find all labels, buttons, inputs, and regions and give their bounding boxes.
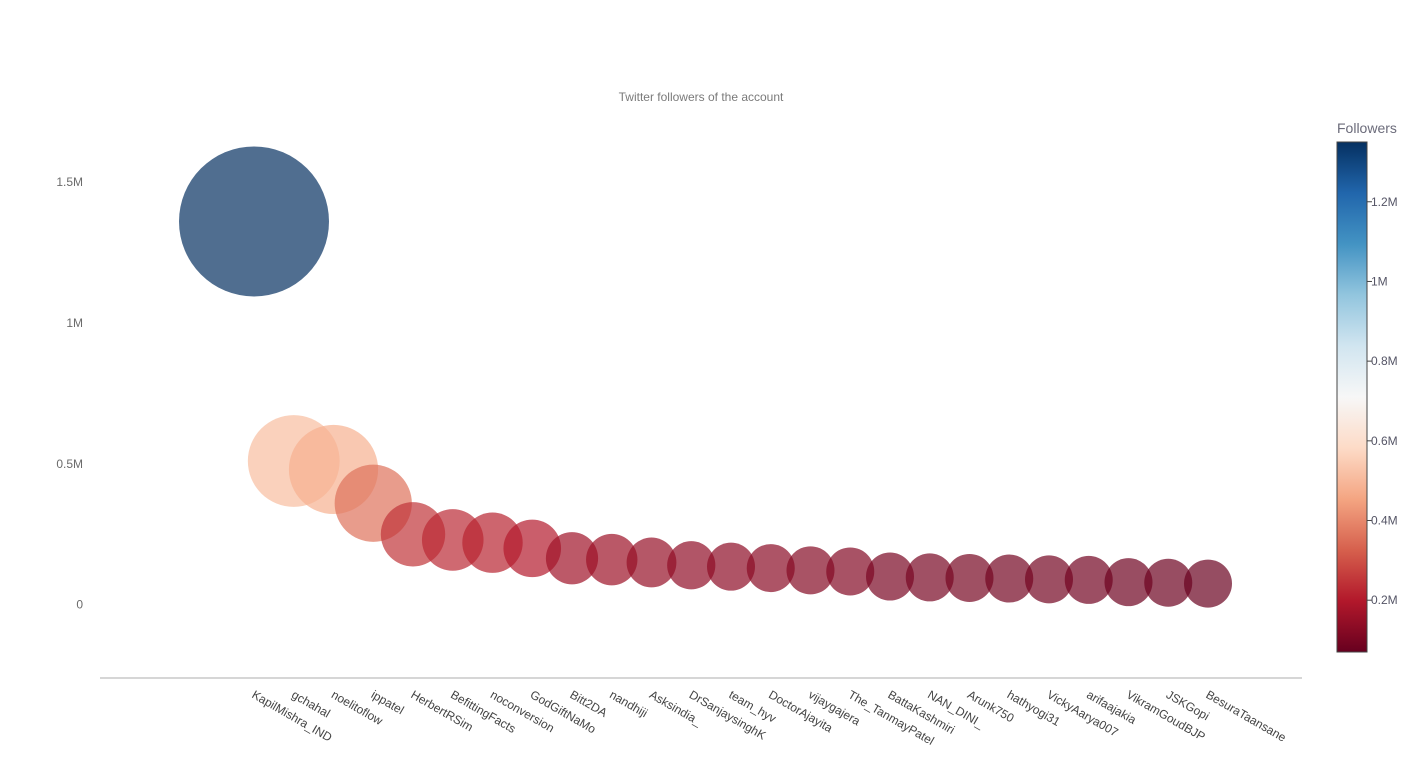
x-axis: KapilMishra_INDgchahalnoelitoflowippatel…	[250, 687, 1289, 747]
bubble-JSKGopi[interactable]	[1144, 558, 1193, 607]
colorbar-tick-label: 1.2M	[1371, 195, 1398, 209]
chart-title: Twitter followers of the account	[619, 90, 784, 104]
y-tick-label: 0.5M	[56, 457, 83, 471]
bubble-arifaajakia[interactable]	[1064, 555, 1113, 604]
bubble-hathyogi31[interactable]	[985, 554, 1034, 603]
bubble-Bitt2DA[interactable]	[545, 532, 599, 585]
bubble-VickyAarya007[interactable]	[1025, 555, 1073, 604]
colorbar-ticks: 0.2M 0.4M 0.6M 0.8M 1M 1.2M	[1367, 195, 1398, 607]
bubble-Arunk750[interactable]	[945, 553, 994, 602]
bubble-BattaKashmiri[interactable]	[866, 552, 914, 601]
bubble-series	[179, 146, 1232, 608]
colorbar-tick-label: 0.6M	[1371, 434, 1398, 448]
colorbar-tick-label: 0.4M	[1371, 514, 1398, 528]
y-tick-label: 1.5M	[56, 175, 83, 189]
y-tick-label: 0	[76, 598, 83, 612]
bubble-DrSanjaysinghK[interactable]	[667, 541, 716, 590]
colorbar-tick-label: 0.8M	[1371, 354, 1398, 368]
colorbar-gradient	[1336, 141, 1368, 653]
colorbar-tick-label: 0.2M	[1371, 593, 1398, 607]
bubble-DoctorAjayita[interactable]	[746, 544, 795, 593]
bubble-NAN_DINI_[interactable]	[905, 553, 954, 602]
bubble-nandhiji[interactable]	[586, 533, 638, 586]
x-tick-label: BesuraTaansane	[1204, 687, 1289, 744]
colorbar-title: Followers	[1337, 120, 1397, 136]
y-tick-label: 1M	[66, 316, 83, 330]
bubble-KapilMishra_IND[interactable]	[179, 146, 329, 297]
colorbar-tick-label: 1M	[1371, 274, 1388, 288]
bubble-The_TanmayPatel[interactable]	[826, 547, 875, 596]
colorbar: Followers 0.2M 0.4M 0.6M 0.8M 1M 1.2M	[1336, 120, 1398, 653]
x-tick-label: nandhiji	[607, 687, 650, 720]
bubble-vijaygajera[interactable]	[786, 546, 835, 595]
bubble-team_hyv[interactable]	[707, 542, 755, 591]
y-axis: 0 0.5M 1M 1.5M	[56, 175, 83, 612]
bubble-Asksindia_[interactable]	[626, 537, 677, 588]
bubble-VikramGoudBJP[interactable]	[1104, 558, 1153, 607]
bubble-BesuraTaansane[interactable]	[1184, 559, 1232, 608]
